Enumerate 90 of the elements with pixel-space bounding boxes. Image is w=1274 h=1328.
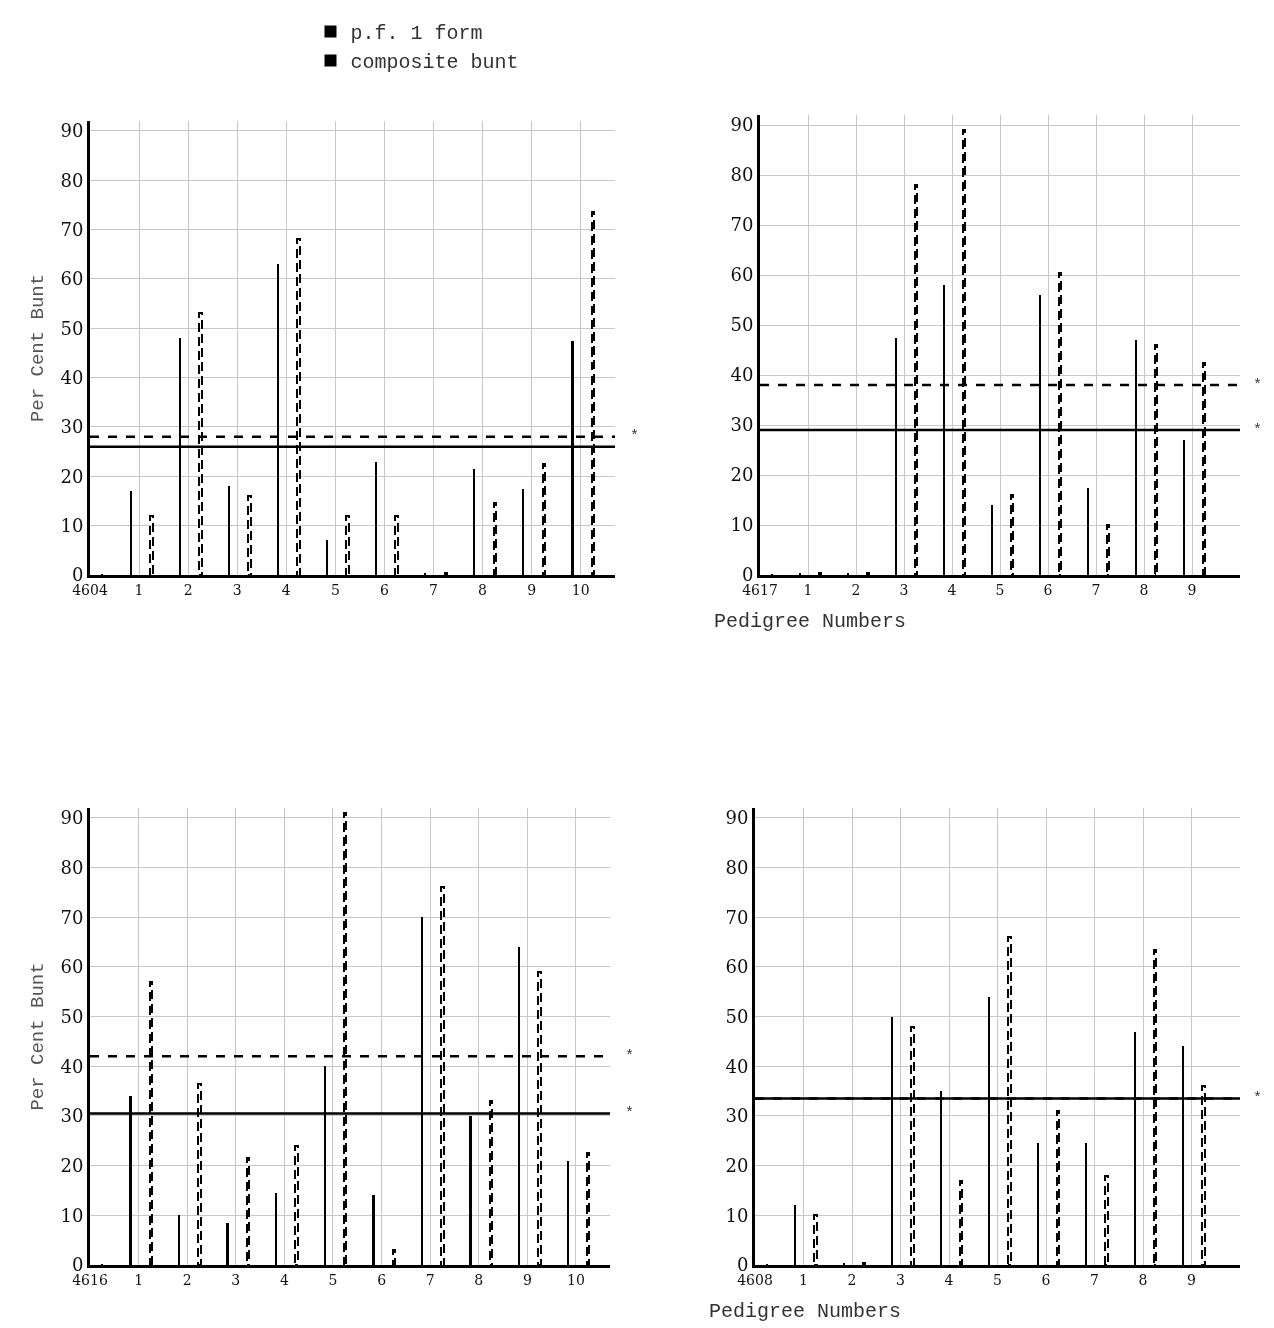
x-tick-label: 5 <box>993 1271 1002 1288</box>
x-tick-label: 9 <box>522 1271 532 1288</box>
y-tick-label: 20 <box>60 1154 84 1176</box>
x-tick-label: 1 <box>803 581 813 598</box>
x-axis-title: Pedigree Numbers <box>714 610 907 633</box>
y-tick-label: 90 <box>60 120 84 142</box>
y-tick-label: 30 <box>725 1105 749 1127</box>
x-tick-label: 4617 <box>742 581 778 598</box>
x-tick-label: 7 <box>1091 581 1101 598</box>
y-tick-label: 10 <box>730 514 754 536</box>
x-tick-label: 8 <box>1138 1271 1148 1288</box>
y-tick-label: 20 <box>730 464 754 486</box>
y-tick-label: 30 <box>730 414 754 436</box>
y-tick-label: 40 <box>60 1055 84 1077</box>
x-axis-title: Pedigree Numbers <box>709 1300 902 1323</box>
y-tick-label: 50 <box>60 317 84 339</box>
x-tick-label: 2 <box>183 581 193 598</box>
y-tick-label: 10 <box>60 1204 84 1226</box>
x-tick-label: 1 <box>134 581 144 598</box>
y-tick-label: 50 <box>60 1005 84 1027</box>
x-tick-label: 5 <box>330 581 340 598</box>
x-tick-label: 10 <box>571 581 590 598</box>
ref-line-label: * <box>625 1105 635 1122</box>
x-tick-label: 2 <box>851 581 861 598</box>
y-tick-label: 90 <box>730 114 754 136</box>
x-tick-label: 4608 <box>737 1271 773 1288</box>
y-tick-label: 70 <box>60 906 84 928</box>
y-axis-title: Per Cent Bunt <box>27 273 50 423</box>
x-tick-label: 4 <box>279 1271 289 1288</box>
y-tick-label: 80 <box>60 856 84 878</box>
x-tick-label: 7 <box>429 581 438 598</box>
legend-label: p.f. 1 form <box>350 22 483 46</box>
y-tick-label: 90 <box>725 807 749 829</box>
y-tick-label: 70 <box>730 214 754 236</box>
x-tick-label: 6 <box>377 1271 387 1288</box>
ref-line-label: * <box>1253 422 1263 439</box>
x-tick-label: 5 <box>328 1271 338 1288</box>
y-tick-label: 20 <box>725 1154 749 1176</box>
y-tick-label: 30 <box>60 1105 84 1127</box>
x-tick-label: 7 <box>1090 1271 1099 1288</box>
x-tick-label: 6 <box>379 581 389 598</box>
x-tick-label: 8 <box>478 581 487 598</box>
y-tick-label: 70 <box>725 906 749 928</box>
x-tick-label: 6 <box>1041 1271 1051 1288</box>
y-tick-label: 80 <box>725 856 749 878</box>
y-tick-label: 40 <box>730 364 754 386</box>
x-tick-label: 3 <box>899 581 909 598</box>
y-tick-label: 20 <box>60 465 84 487</box>
legend-label: composite bunt <box>350 51 519 75</box>
x-tick-label: 8 <box>1139 581 1149 598</box>
y-tick-label: 60 <box>60 268 84 290</box>
x-tick-label: 2 <box>847 1271 857 1288</box>
x-tick-label: 3 <box>231 1271 241 1288</box>
y-tick-label: 10 <box>60 514 84 536</box>
x-tick-label: 2 <box>182 1271 192 1288</box>
y-tick-label: 60 <box>730 264 754 286</box>
x-tick-label: 9 <box>1187 1271 1196 1288</box>
x-tick-label: 9 <box>1187 581 1197 598</box>
ref-line-label: * <box>625 1048 635 1065</box>
x-tick-label: 6 <box>1043 581 1053 598</box>
x-tick-label: 4 <box>947 581 957 598</box>
y-tick-label: 10 <box>725 1204 749 1226</box>
x-tick-label: 3 <box>232 581 242 598</box>
x-tick-label: 4 <box>281 581 291 598</box>
x-tick-label: 1 <box>134 1271 144 1288</box>
x-tick-label: 4604 <box>72 581 108 598</box>
y-tick-label: 50 <box>725 1005 749 1027</box>
x-tick-label: 8 <box>474 1271 484 1288</box>
ref-line-label: * <box>1253 377 1263 394</box>
y-tick-label: 40 <box>60 366 84 388</box>
x-tick-label: 9 <box>527 581 537 598</box>
x-tick-label: 5 <box>995 581 1005 598</box>
x-tick-label: 1 <box>799 1271 808 1288</box>
y-axis-title: Per Cent Bunt <box>27 962 50 1111</box>
x-tick-label: 7 <box>425 1271 435 1288</box>
y-tick-label: 80 <box>730 164 754 186</box>
y-tick-label: 90 <box>60 807 84 829</box>
x-tick-label: 3 <box>896 1271 905 1288</box>
y-tick-label: 40 <box>725 1055 749 1077</box>
ref-line-label: * <box>630 428 640 445</box>
y-tick-label: 70 <box>60 218 84 240</box>
x-tick-label: 4 <box>944 1271 954 1288</box>
y-tick-label: 30 <box>60 416 84 438</box>
ref-line-label: * <box>1253 1090 1263 1107</box>
x-tick-label: 10 <box>567 1271 585 1288</box>
y-tick-label: 60 <box>60 956 84 978</box>
y-tick-label: 60 <box>725 956 749 978</box>
y-tick-label: 50 <box>730 314 754 336</box>
x-tick-label: 4616 <box>72 1271 108 1288</box>
y-tick-label: 80 <box>60 169 84 191</box>
